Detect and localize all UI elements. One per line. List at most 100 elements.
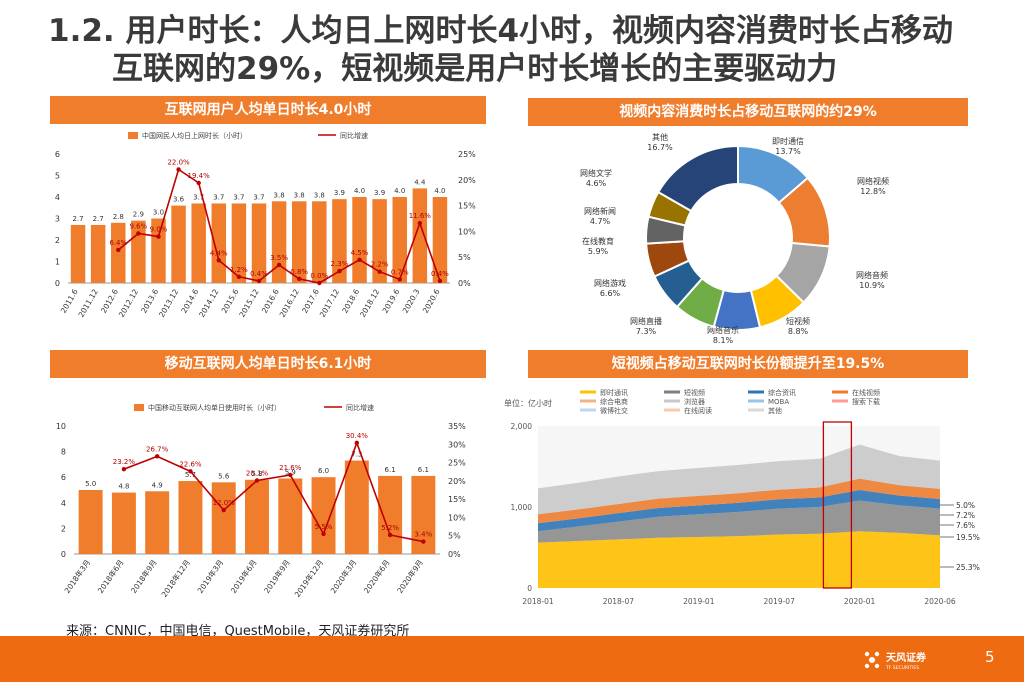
bar	[90, 224, 106, 283]
chart-daily-internet-hours: 中国网民人均日上网时长（小时） 同比增速 0 1 2 3 4 5 6 0% 5% 10% 15% 20% 2…	[55, 131, 476, 319]
growth-point	[216, 258, 221, 263]
x-tick-label: 2013.6	[139, 287, 160, 314]
page-title: 1.2. 用户时长：人均日上网时长4小时，视频内容消费时长占移动 互联网的29%…	[48, 12, 1008, 88]
unit-label: 单位：亿小时	[504, 398, 552, 408]
bar	[245, 479, 269, 554]
y-tick-label: 2	[61, 524, 66, 533]
y-tick-label: 2,000	[511, 422, 533, 431]
bar	[352, 197, 367, 283]
y-tick-label: 6	[61, 473, 66, 482]
bar-value-label: 6.0	[318, 467, 329, 475]
y-tick-label: 8	[61, 448, 66, 457]
growth-label: 12.0%	[213, 499, 236, 507]
y2-tick-label: 15%	[448, 495, 466, 504]
bar	[171, 205, 186, 283]
growth-point	[321, 531, 326, 537]
bar-value-label: 3.0	[153, 209, 164, 217]
x-tick-label: 2018年3月	[62, 557, 92, 595]
x-tick-label: 2018.12	[358, 287, 381, 319]
x-tick-label: 2018年12月	[159, 557, 192, 598]
bar	[145, 491, 170, 554]
growth-label: 0.4%	[250, 270, 268, 278]
legend-label: 浏览器	[684, 397, 705, 406]
growth-label: 30.4%	[346, 432, 369, 440]
growth-point	[196, 180, 201, 186]
bar-value-label: 3.8	[274, 191, 285, 199]
donut-slice	[656, 144, 739, 213]
y-tick-label: 3	[55, 215, 60, 224]
bar-value-label: 4.9	[152, 481, 163, 489]
y-tick-label: 4	[55, 193, 60, 202]
growth-point	[317, 280, 322, 286]
slice-value: 16.7%	[647, 143, 673, 152]
growth-point	[254, 478, 260, 483]
growth-line	[123, 440, 424, 543]
brand-logo: 天风证券 TF SECURITIES	[864, 651, 927, 671]
y2-tick-label: 10%	[448, 513, 466, 522]
growth-point	[116, 247, 121, 253]
slice-value: 6.6%	[600, 289, 621, 298]
legend-line-label: 同比增速	[340, 131, 368, 140]
bar-value-label: 3.8	[314, 191, 325, 199]
y-tick-label: 1	[55, 258, 60, 267]
legend-bar-label: 中国网民人均日上网时长（小时）	[142, 131, 247, 140]
bar-value-label: 5.0	[85, 480, 96, 488]
x-tick-label: 2020.3	[401, 287, 422, 314]
y-tick-label: 6	[55, 150, 60, 159]
bar-value-label: 4.4	[414, 178, 426, 186]
bar	[231, 203, 247, 283]
bar	[191, 203, 206, 283]
growth-label: 9.6%	[129, 222, 147, 230]
growth-label: 22.6%	[179, 460, 202, 468]
growth-point	[288, 472, 293, 478]
chart-mobile-daily-hours: 中国移动互联网人均单日使用时长（小时） 同比增速 0 2 4 6 8 10 0% 5% 10% 15%…	[56, 403, 466, 599]
growth-point	[156, 234, 161, 239]
y-tick-label: 1,000	[511, 503, 533, 512]
x-tick-label: 2019年6月	[228, 557, 258, 595]
growth-point	[421, 539, 426, 544]
legend-line-label: 同比增速	[346, 403, 374, 412]
y-tick-label: 0	[527, 584, 532, 593]
legend-label: MOBA	[768, 398, 789, 406]
growth-label: 6.4%	[109, 239, 127, 247]
bar	[344, 460, 369, 554]
bar	[311, 477, 336, 554]
legend-label: 综合电商	[600, 397, 628, 406]
growth-point	[357, 257, 362, 262]
growth-point	[377, 269, 382, 274]
growth-point	[387, 532, 393, 538]
bar-value-label: 4.0	[434, 187, 445, 195]
growth-label: 5.2%	[381, 524, 399, 532]
bar-value-label: 4.8	[118, 483, 129, 491]
y2-tick-label: 35%	[448, 422, 466, 431]
growth-label: 0.7%	[391, 268, 409, 276]
growth-label: 9.0%	[150, 226, 168, 234]
slice-name: 网络视频	[857, 176, 889, 186]
x-tick-label: 2018-01	[522, 597, 554, 606]
x-tick-label: 2012.12	[117, 287, 140, 319]
y2-tick-label: 5%	[448, 532, 461, 541]
bar-value-label: 3.7	[253, 193, 264, 201]
bar	[271, 201, 287, 283]
bar	[312, 201, 327, 283]
y-tick-label: 0	[55, 279, 60, 288]
legend-label: 在线阅读	[684, 406, 712, 415]
legend-label: 搜索下载	[852, 397, 880, 406]
growth-point	[337, 268, 342, 274]
area-series	[538, 500, 940, 543]
x-tick-label: 2020年9月	[395, 557, 425, 595]
page-number: 5	[985, 648, 995, 666]
bar	[151, 218, 166, 283]
growth-label: 1.2%	[230, 266, 248, 274]
growth-point	[136, 231, 141, 236]
bar-value-label: 5.9	[285, 468, 296, 476]
bar-value-label: 2.7	[93, 215, 104, 223]
growth-point	[397, 277, 402, 282]
growth-point	[417, 220, 423, 226]
legend-label: 其他	[768, 406, 782, 415]
x-tick-label: 2016.12	[278, 287, 301, 319]
bar-value-label: 3.8	[294, 191, 305, 199]
bar-value-label: 3.7	[213, 193, 224, 201]
bar	[111, 492, 136, 554]
